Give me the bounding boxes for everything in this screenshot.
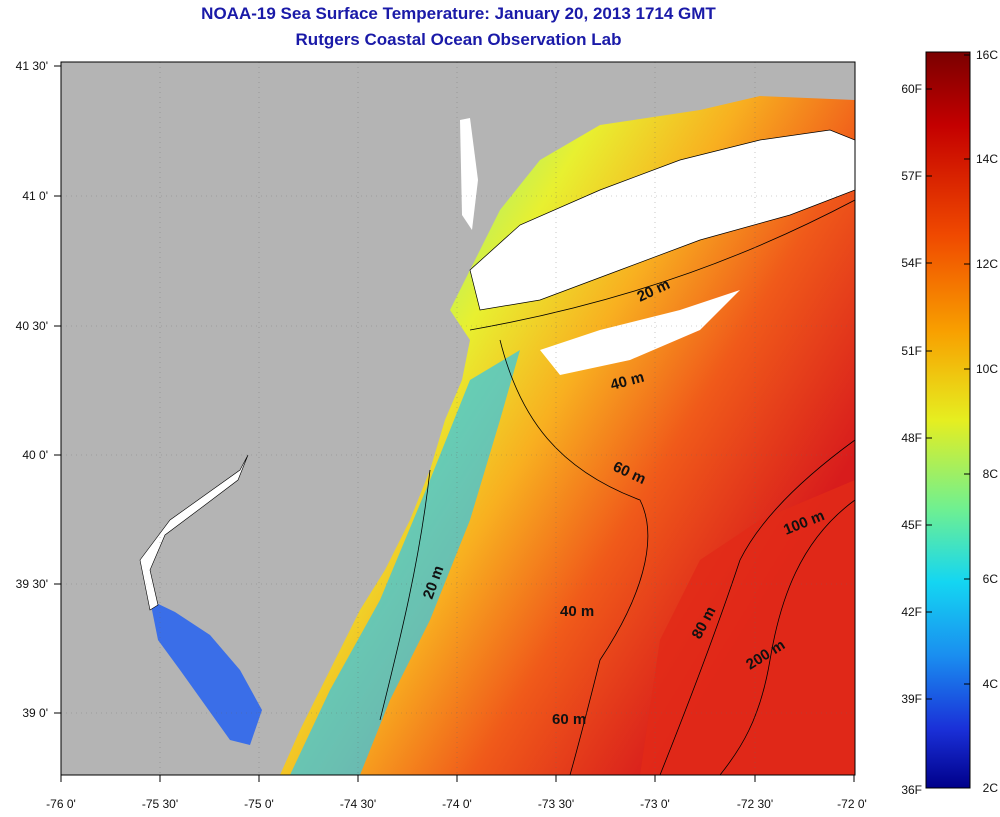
- lat-tick-label: 41 0': [22, 189, 48, 203]
- colorbar: [925, 51, 971, 789]
- colorbar-c-label: 10C: [976, 362, 998, 376]
- map-subtitle: Rutgers Coastal Ocean Observation Lab: [295, 30, 622, 49]
- map-title: NOAA-19 Sea Surface Temperature: January…: [201, 4, 716, 23]
- colorbar-ticks: [926, 54, 970, 700]
- lat-tick-label: 40 0': [22, 448, 48, 462]
- colorbar-f-label: 45F: [901, 518, 922, 532]
- colorbar-c-label: 8C: [983, 467, 999, 481]
- delaware-bay: [150, 600, 262, 745]
- colorbar-f-label: 48F: [901, 431, 922, 445]
- colorbar-f-label: 60F: [901, 82, 922, 96]
- long-island: [469, 129, 855, 311]
- colorbar-c-label: 6C: [983, 572, 999, 586]
- lon-tick-label: -73 30': [538, 797, 574, 811]
- plot-frame: [60, 61, 856, 776]
- lat-tick-label: 39 30': [16, 577, 48, 591]
- lat-tick-label: 39 0': [22, 706, 48, 720]
- lon-tick-label: -74 30': [340, 797, 376, 811]
- colorbar-c-label: 4C: [983, 677, 999, 691]
- depth-label: 60 m: [552, 711, 586, 728]
- cool-nearshore-band: [290, 350, 520, 775]
- colorbar-f-label: 42F: [901, 605, 922, 619]
- colorbar-c-label: 16C: [976, 48, 998, 62]
- lon-tick-label: -72 0': [837, 797, 867, 811]
- depth-label: 40 m: [560, 603, 594, 620]
- land-mass: [61, 62, 855, 775]
- lat-tick-label: 40 30': [16, 319, 48, 333]
- warm-water-core: [640, 480, 855, 775]
- colorbar-f-label: 54F: [901, 256, 922, 270]
- cloud-patch: [540, 290, 740, 375]
- colorbar-f-label: 39F: [901, 692, 922, 706]
- colorbar-f-label: 57F: [901, 169, 922, 183]
- colorbar-c-label: 2C: [983, 781, 999, 795]
- lon-tick-label: -75 0': [244, 797, 274, 811]
- cloud-patch-2: [460, 118, 478, 230]
- lon-tick-label: -76 0': [46, 797, 76, 811]
- colorbar-f-label: 51F: [901, 344, 922, 358]
- bay-cloud-edge: [139, 454, 249, 611]
- colorbar-c-label: 14C: [976, 152, 998, 166]
- colorbar-c-label: 12C: [976, 257, 998, 271]
- lon-tick-label: -73 0': [640, 797, 670, 811]
- lat-tick-label: 41 30': [16, 59, 48, 73]
- lon-tick-label: -72 30': [737, 797, 773, 811]
- lon-tick-label: -75 30': [142, 797, 178, 811]
- bathymetry-contours: [379, 199, 855, 775]
- colorbar-f-label: 36F: [901, 783, 922, 797]
- lon-tick-label: -74 0': [442, 797, 472, 811]
- axis-ticks: [54, 65, 855, 782]
